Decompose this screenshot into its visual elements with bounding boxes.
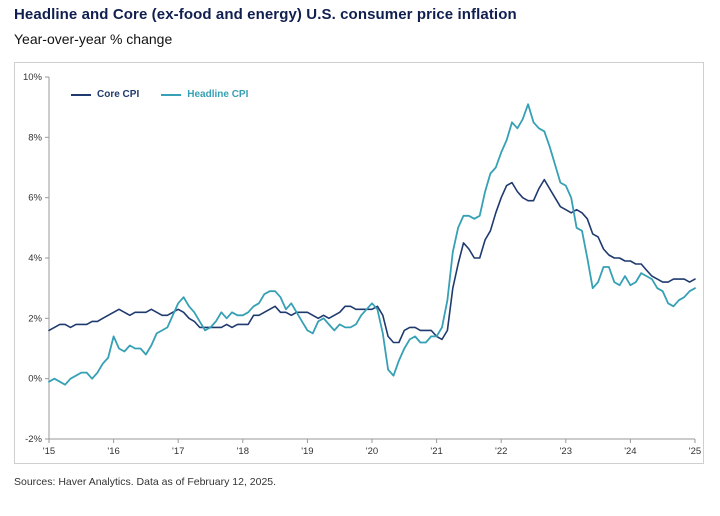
svg-text:'24: '24 — [624, 446, 636, 457]
svg-text:'20: '20 — [366, 446, 378, 457]
svg-text:0%: 0% — [28, 374, 42, 385]
svg-text:4%: 4% — [28, 253, 42, 264]
svg-text:'19: '19 — [301, 446, 313, 457]
legend-item-headline-cpi: Headline CPI — [161, 89, 248, 100]
svg-text:'17: '17 — [172, 446, 184, 457]
svg-text:'15: '15 — [43, 446, 55, 457]
svg-text:6%: 6% — [28, 193, 42, 204]
chart-legend: Core CPI Headline CPI — [71, 89, 248, 100]
svg-text:'25: '25 — [689, 446, 701, 457]
chart-title: Headline and Core (ex-food and energy) U… — [14, 6, 517, 23]
svg-text:'21: '21 — [430, 446, 442, 457]
svg-text:'22: '22 — [495, 446, 507, 457]
svg-text:2%: 2% — [28, 313, 42, 324]
core-cpi-line-swatch — [71, 93, 91, 96]
svg-text:-2%: -2% — [25, 434, 42, 445]
chart-area: 10% 8% 6% 4% 2% 0% -2% '15 '16 '17 '18 '19 '20 '21 '22… — [14, 62, 704, 464]
source-note: Sources: Haver Analytics. Data as of Feb… — [14, 476, 277, 488]
svg-text:'23: '23 — [560, 446, 572, 457]
svg-text:10%: 10% — [23, 72, 43, 83]
chart-subtitle: Year-over-year % change — [14, 31, 173, 47]
line-chart-plot: 10% 8% 6% 4% 2% 0% -2%'15 '16 '17 '18 '19 '20 '21 '22… — [23, 72, 701, 457]
legend-item-core-cpi: Core CPI — [71, 89, 139, 100]
svg-text:'18: '18 — [237, 446, 249, 457]
svg-text:'16: '16 — [107, 446, 119, 457]
headline-cpi-line-swatch — [161, 93, 182, 96]
svg-text:8%: 8% — [28, 132, 42, 143]
legend-label-headline-cpi: Headline CPI — [187, 89, 249, 100]
legend-label-core-cpi: Core CPI — [97, 89, 140, 100]
